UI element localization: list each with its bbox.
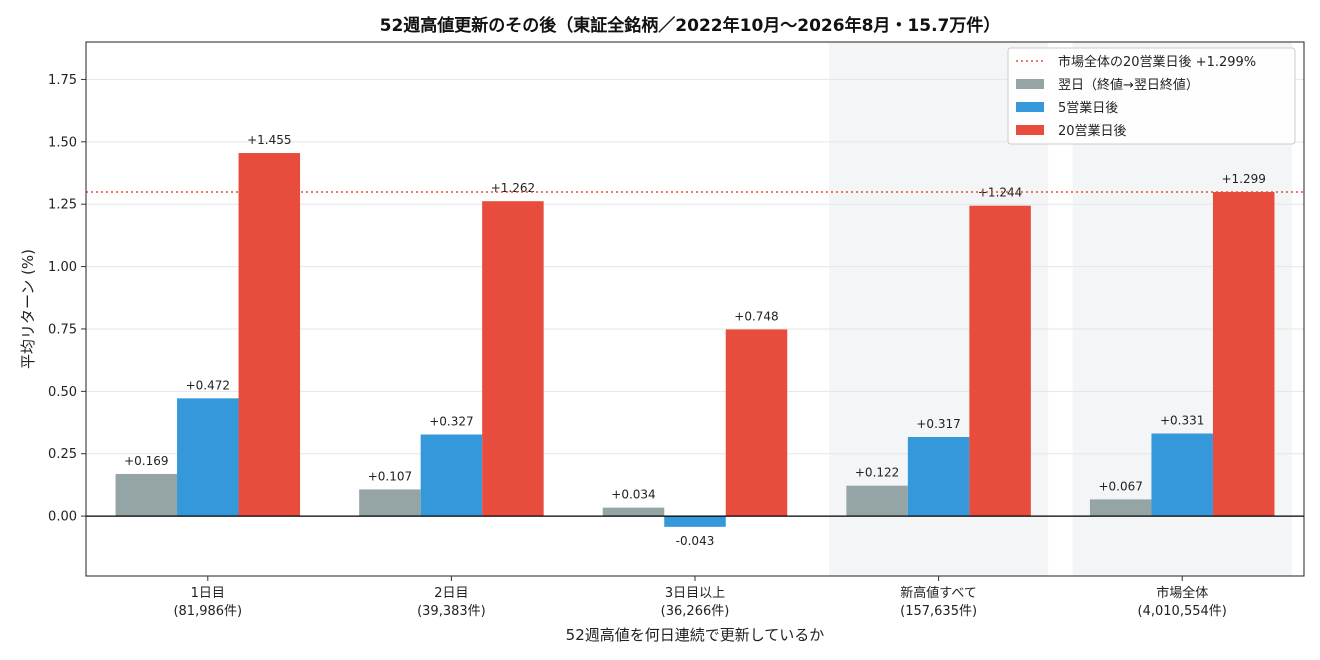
x-tick-label: 2日目 <box>434 586 468 601</box>
legend-label-1: 5営業日後 <box>1058 100 1118 116</box>
bar-value-label: +1.244 <box>978 186 1022 200</box>
x-tick-sublabel: (157,635件) <box>900 604 977 619</box>
bar-2-3 <box>969 205 1031 517</box>
bar-value-label: +0.034 <box>611 488 655 502</box>
bar-0-2 <box>602 507 665 517</box>
bar-1-4 <box>1151 433 1213 517</box>
bar-1-3 <box>907 437 970 517</box>
y-tick-label: 1.25 <box>48 198 77 213</box>
x-tick-sublabel: (36,266件) <box>661 604 730 619</box>
x-tick-label: 市場全体 <box>1156 585 1208 601</box>
bar-2-1 <box>482 201 544 517</box>
bar-value-label: +0.327 <box>429 415 473 429</box>
y-tick-label: 1.50 <box>48 135 77 150</box>
x-tick-label: 3日目以上 <box>665 586 725 601</box>
legend-box <box>1007 47 1296 145</box>
bar-value-label: +1.455 <box>247 133 291 147</box>
bar-value-label: +1.262 <box>491 181 535 195</box>
bar-value-label: +0.317 <box>916 417 960 431</box>
x-tick-label: 新高値すべて <box>900 585 977 601</box>
bar-value-label: +0.122 <box>855 466 899 480</box>
bar-0-1 <box>359 489 421 517</box>
legend-swatch-2 <box>1016 125 1044 135</box>
bar-1-2 <box>664 516 726 527</box>
x-tick-label: 1日目 <box>191 586 225 601</box>
chart-title: 52週高値更新のその後（東証全銘柄／2022年10月〜2026年8月・15.7万… <box>380 15 1001 36</box>
y-tick-label: 0.50 <box>48 385 77 400</box>
y-tick-label: 0.00 <box>48 510 77 525</box>
bar-value-label: +0.107 <box>368 469 412 483</box>
bar-value-label: -0.043 <box>676 534 715 548</box>
bar-0-4 <box>1089 499 1152 517</box>
bar-value-label: +0.067 <box>1098 479 1142 493</box>
bar-0-3 <box>846 485 908 517</box>
legend-label-0: 翌日（終値→翌日終値） <box>1058 77 1199 93</box>
legend-swatch-0 <box>1016 79 1044 89</box>
legend-swatch-1 <box>1016 102 1044 112</box>
bar-1-0 <box>177 398 239 517</box>
bar-0-0 <box>115 473 178 517</box>
legend-label-reference: 市場全体の20営業日後 +1.299% <box>1058 54 1256 70</box>
bar-value-label: +0.748 <box>734 309 778 323</box>
bar-2-4 <box>1212 191 1275 517</box>
bar-value-label: +0.169 <box>124 454 168 468</box>
y-tick-label: 1.00 <box>48 260 77 275</box>
y-axis-label: 平均リターン (%) <box>19 249 37 369</box>
x-tick-sublabel: (4,010,554件) <box>1138 604 1227 619</box>
y-tick-label: 1.75 <box>48 73 77 88</box>
legend: 市場全体の20営業日後 +1.299% 翌日（終値→翌日終値） 5営業日後 20営業日… <box>1007 47 1296 145</box>
bar-value-label: +0.331 <box>1160 414 1204 428</box>
x-axis-label: 52週高値を何日連続で更新しているか <box>566 626 825 644</box>
y-tick-label: 0.25 <box>48 447 77 462</box>
x-tick-sublabel: (81,986件) <box>173 604 242 619</box>
bar-value-label: +1.299 <box>1221 172 1265 186</box>
legend-label-2: 20営業日後 <box>1058 123 1127 139</box>
bar-value-label: +0.472 <box>186 378 230 392</box>
bar-1-1 <box>420 434 483 517</box>
bar-2-2 <box>725 329 788 517</box>
y-tick-label: 0.75 <box>48 322 77 337</box>
bar-2-0 <box>238 153 301 517</box>
x-tick-sublabel: (39,383件) <box>417 604 486 619</box>
